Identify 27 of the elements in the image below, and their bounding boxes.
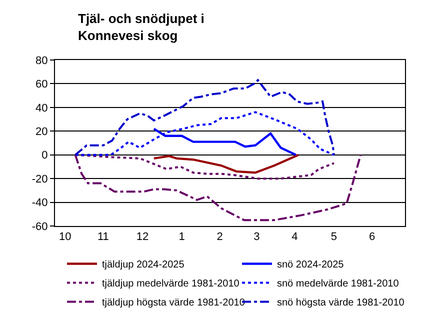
legend-label: tjäldjup medelvärde 1981-2010 bbox=[102, 278, 240, 290]
legend-label: snö högsta värde 1981-2010 bbox=[277, 298, 405, 309]
x-tick-label: 6 bbox=[368, 231, 376, 244]
y-tick-label: -40 bbox=[32, 197, 48, 210]
line-series bbox=[152, 154, 300, 174]
x-tick-label: 5 bbox=[330, 231, 338, 244]
x-tick-label: 3 bbox=[254, 231, 260, 244]
line-series bbox=[74, 79, 335, 156]
y-tick-label: 20 bbox=[36, 126, 48, 138]
x-tick-label: 2 bbox=[216, 231, 223, 244]
x-tick-label: 4 bbox=[292, 231, 298, 244]
legend-label: snö medelvärde 1981-2010 bbox=[277, 278, 400, 290]
line-series bbox=[74, 111, 335, 156]
x-tick-label: 1 bbox=[178, 231, 185, 244]
chart-title: Tjäl- och snödjupet i Konnevesi skog bbox=[78, 10, 206, 44]
y-tick-label: -60 bbox=[32, 220, 48, 233]
y-tick-label: 60 bbox=[36, 78, 48, 91]
x-tick-label: 11 bbox=[97, 231, 109, 244]
x-tick-label: 10 bbox=[59, 231, 72, 244]
y-tick-label: 40 bbox=[36, 102, 48, 114]
y-tick-label: 0 bbox=[42, 150, 48, 162]
legend-label: tjäldjup 2024-2025 bbox=[102, 260, 185, 271]
x-tick-label: 12 bbox=[136, 231, 149, 244]
y-tick-label: -20 bbox=[32, 173, 48, 186]
legend-label: snö 2024-2025 bbox=[277, 260, 344, 271]
y-tick-label: 80 bbox=[36, 54, 48, 67]
legend-label: tjäldjup högsta värde 1981-2010 bbox=[102, 298, 246, 309]
